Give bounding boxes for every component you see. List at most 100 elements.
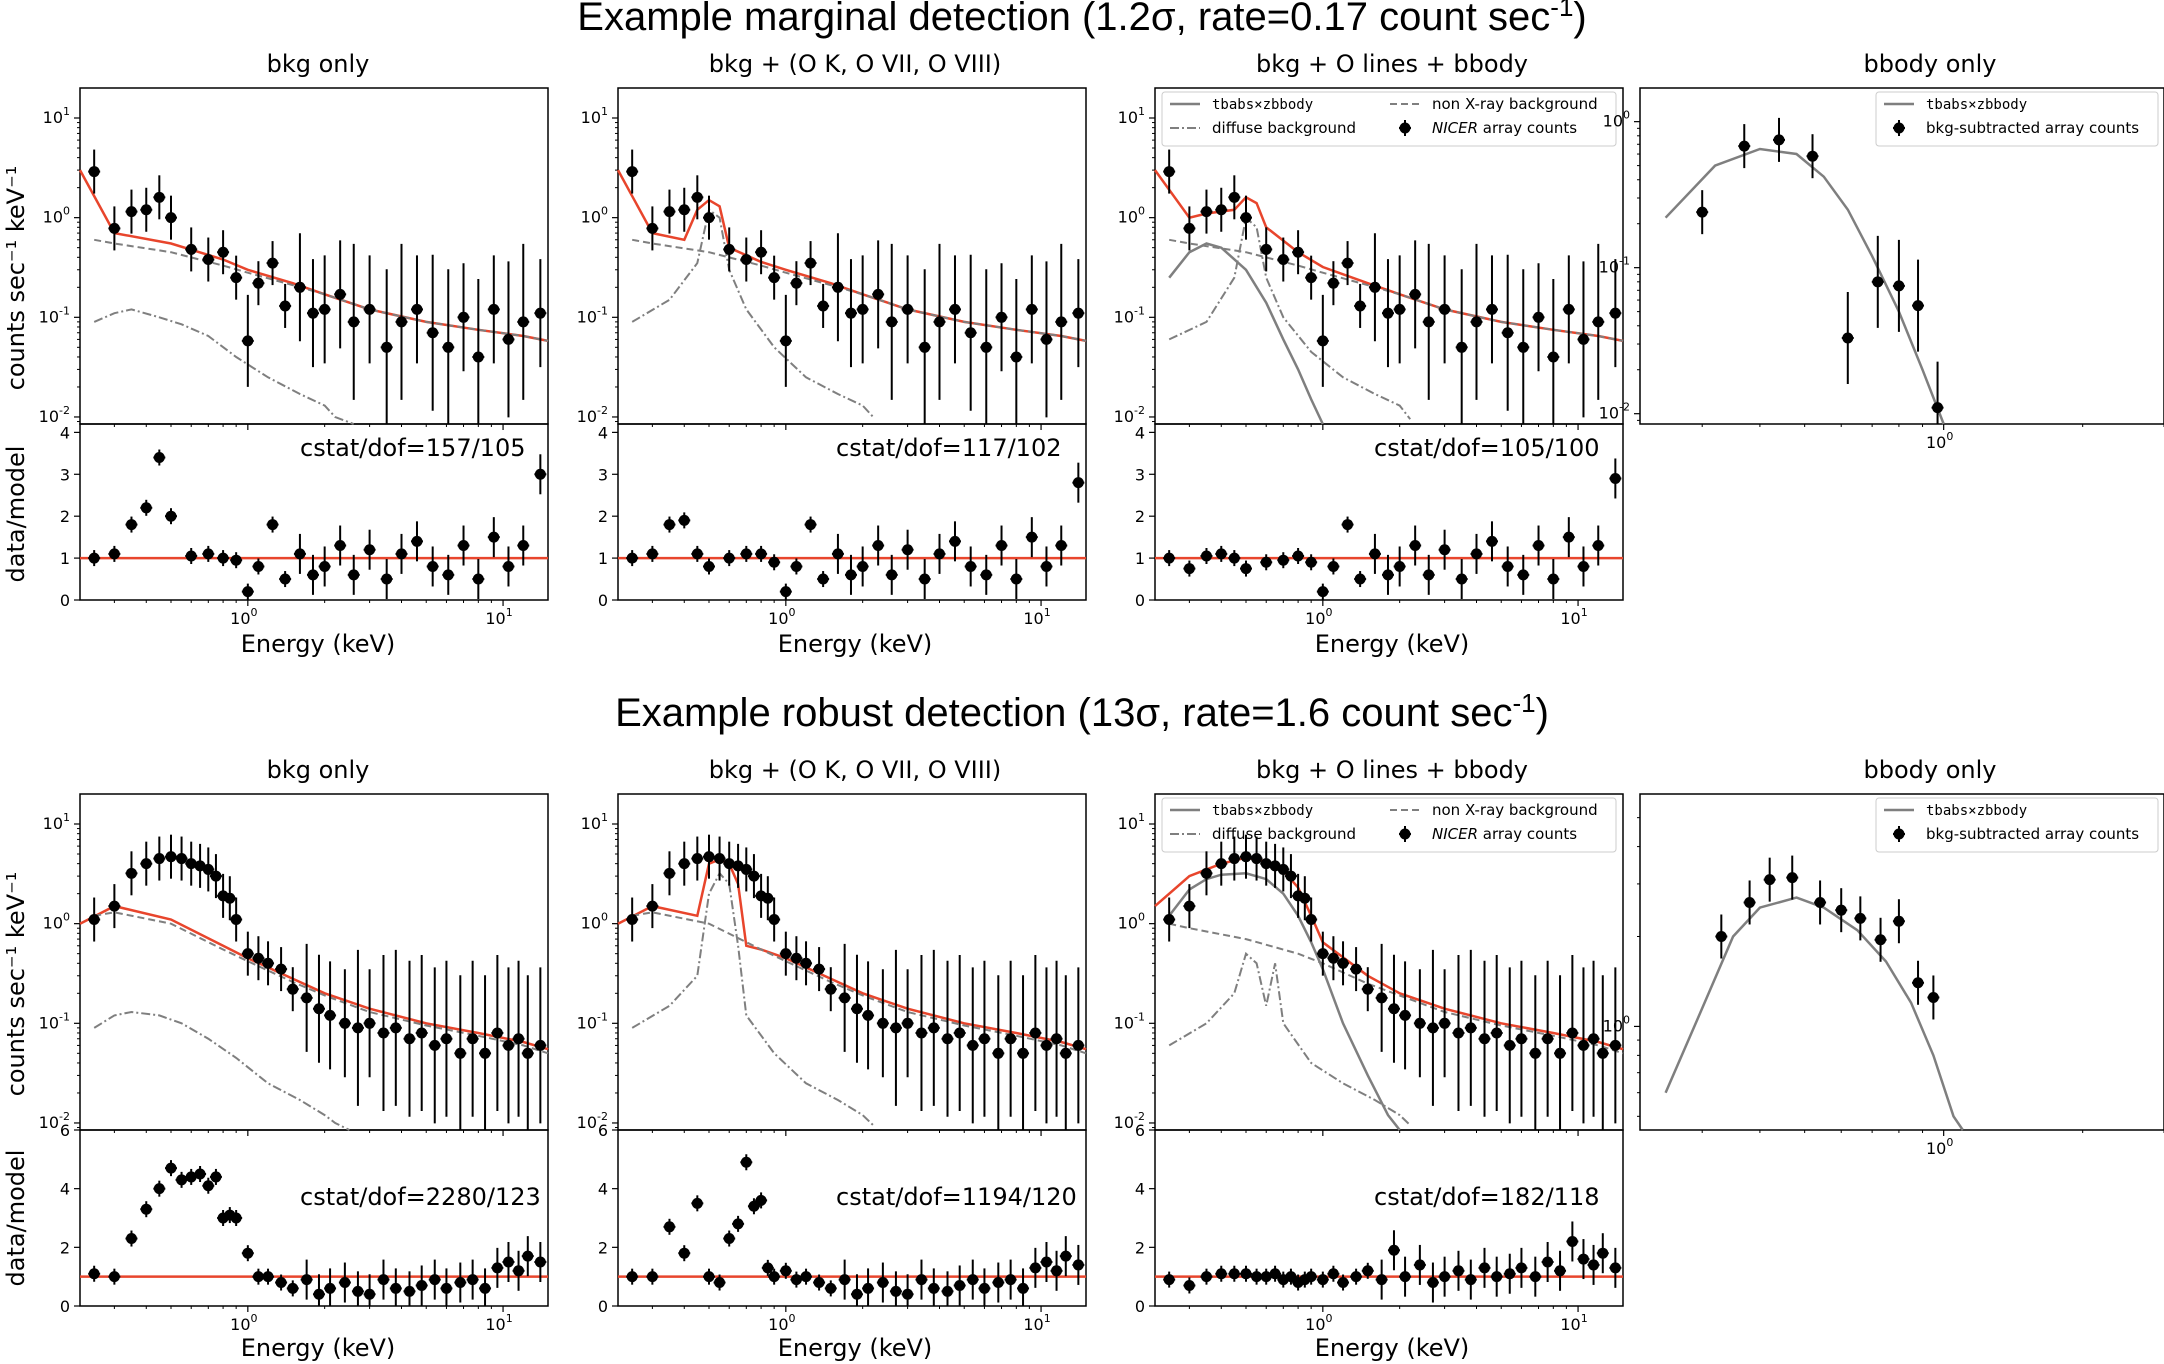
- data-marker: [1337, 1277, 1349, 1289]
- data-marker: [348, 569, 360, 581]
- residual-point: [1577, 1239, 1590, 1280]
- spectrum-point: [1277, 237, 1290, 282]
- x-tick-label: 101: [1560, 1312, 1587, 1334]
- spectrum-point: [347, 243, 360, 400]
- data-marker: [517, 540, 529, 552]
- y-tick-label: 10-1: [39, 304, 70, 326]
- data-marker: [1609, 307, 1621, 319]
- data-marker: [805, 519, 817, 531]
- spectrum-point: [1786, 855, 1799, 900]
- data-marker: [319, 303, 331, 315]
- data-marker: [502, 1256, 514, 1268]
- data-marker: [364, 303, 376, 315]
- residual-point: [175, 1171, 188, 1188]
- residual-point: [1596, 1233, 1609, 1274]
- data-marker: [454, 1047, 466, 1059]
- data-marker: [352, 1285, 364, 1297]
- data-marker: [967, 1274, 979, 1286]
- data-marker: [230, 272, 242, 284]
- spectrum-point: [175, 836, 188, 881]
- data-marker: [319, 560, 331, 572]
- data-marker: [1277, 554, 1289, 566]
- data-marker: [1715, 931, 1727, 943]
- data-marker: [108, 548, 120, 560]
- data-marker: [1382, 307, 1394, 319]
- data-marker: [108, 222, 120, 234]
- x-tick-label: 100: [1305, 606, 1332, 628]
- data-marker: [140, 858, 152, 870]
- residual-panel-frame: [617, 423, 1087, 601]
- data-marker: [364, 1017, 376, 1029]
- spectrum-point: [1010, 278, 1023, 424]
- residual-point: [153, 449, 166, 466]
- data-marker: [1305, 914, 1317, 926]
- data-marker: [275, 963, 287, 975]
- residual-point: [1215, 545, 1228, 562]
- data-marker: [790, 1274, 802, 1286]
- data-marker: [678, 204, 690, 216]
- data-marker: [780, 335, 792, 347]
- spectrum-point: [747, 854, 760, 899]
- residual-point: [1587, 1244, 1600, 1285]
- y-tick-label: 0: [598, 1297, 608, 1316]
- data-marker: [703, 851, 715, 863]
- spectrum-point: [454, 975, 467, 1130]
- data-marker: [1486, 303, 1498, 315]
- spectrum-point: [351, 949, 364, 1106]
- data-marker: [800, 1271, 812, 1283]
- legend-label: NICER array counts: [1432, 119, 1577, 137]
- residual-point: [723, 1230, 736, 1247]
- data-marker: [1566, 1235, 1578, 1247]
- y-tick-label: 4: [1135, 1180, 1145, 1199]
- spectrum-point: [1298, 876, 1311, 921]
- spectrum-point: [1738, 124, 1751, 169]
- y-tick-label: 100: [581, 911, 608, 933]
- data-marker: [1773, 134, 1785, 146]
- data-marker: [313, 1003, 325, 1015]
- data-marker: [1786, 872, 1798, 884]
- data-marker: [915, 1274, 927, 1286]
- series-diffuse-background: [93, 1010, 350, 1131]
- x-axis-label: Energy (keV): [1315, 630, 1470, 658]
- data-marker: [1362, 983, 1374, 995]
- data-marker: [108, 1271, 120, 1283]
- data-marker: [723, 552, 735, 564]
- residual-point: [1183, 1277, 1196, 1294]
- residual-point: [723, 550, 736, 567]
- data-marker: [1427, 1277, 1439, 1289]
- data-marker: [534, 1256, 546, 1268]
- data-marker: [902, 303, 914, 315]
- residual-point: [1183, 560, 1196, 577]
- spectrum-point: [165, 195, 178, 240]
- data-marker: [1215, 858, 1227, 870]
- spectrum-point: [831, 233, 844, 342]
- data-marker: [125, 867, 137, 879]
- residual-point: [889, 1271, 902, 1306]
- data-marker: [534, 307, 546, 319]
- spectrum-point: [521, 975, 534, 1130]
- spectrum-point: [1438, 255, 1451, 364]
- spectrum-point: [948, 255, 961, 364]
- residual-point: [351, 1271, 364, 1306]
- residual-point: [324, 1268, 337, 1306]
- data-marker: [1026, 303, 1038, 315]
- data-marker: [488, 531, 500, 543]
- x-axis-label: Energy (keV): [241, 1334, 396, 1362]
- y-tick-label: 4: [60, 1180, 70, 1199]
- spectrum-point: [88, 149, 101, 194]
- y-tick-label: 10-1: [1599, 255, 1630, 277]
- y-tick-label: 100: [1118, 911, 1145, 933]
- data-marker: [1200, 867, 1212, 879]
- x-tick-label: 101: [1023, 606, 1050, 628]
- data-marker: [1563, 303, 1575, 315]
- data-marker: [942, 1033, 954, 1045]
- fit-statistic: cstat/dof=2280/123: [300, 1183, 541, 1211]
- spectrum-panel-frame: [617, 793, 1087, 1131]
- spectrum-point: [1715, 914, 1728, 959]
- spectrum-point: [800, 941, 813, 986]
- residual-point: [876, 1262, 889, 1303]
- data-marker: [140, 204, 152, 216]
- data-marker: [185, 550, 197, 562]
- spectrum-point: [1532, 263, 1545, 372]
- data-marker: [1260, 858, 1272, 870]
